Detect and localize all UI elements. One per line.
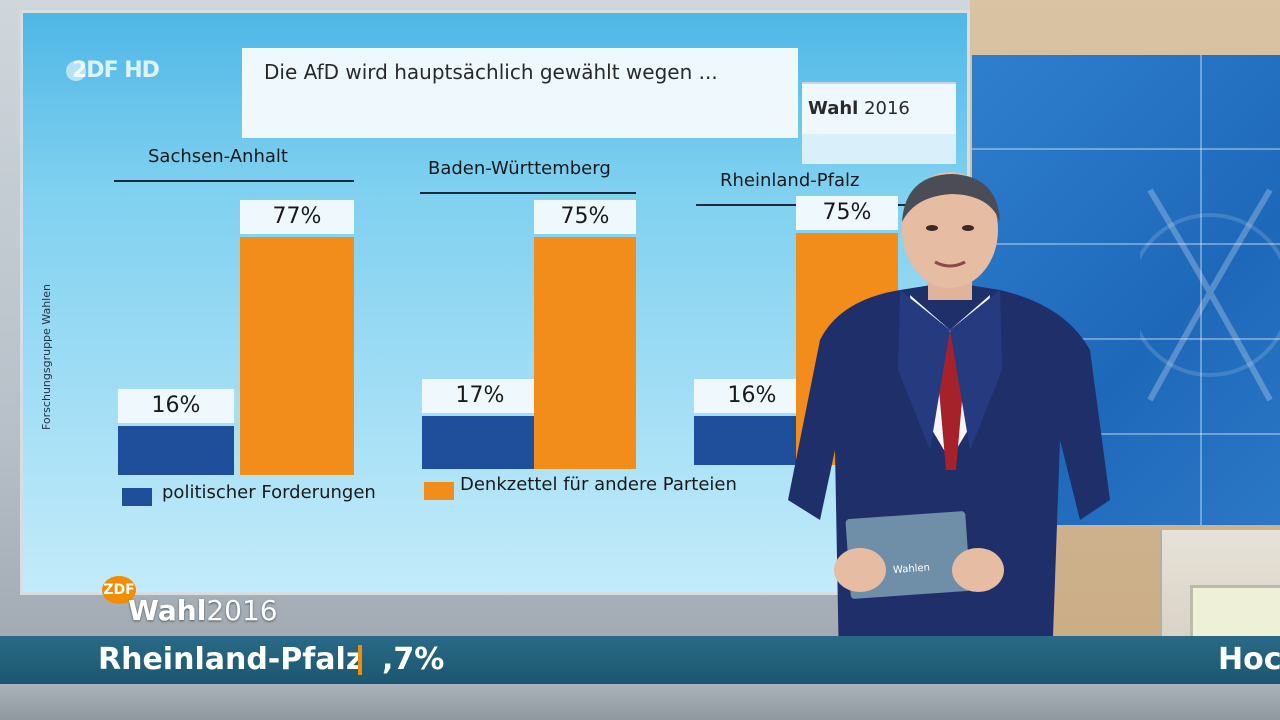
ticker-next: Hoc [1218, 642, 1280, 677]
studio-floor [0, 684, 1280, 720]
data-label: 16% [694, 378, 810, 413]
region-label: Baden-Württemberg [428, 158, 611, 179]
legend-label: politischer Forderungen [162, 482, 376, 503]
badge-year: 2016 [864, 98, 910, 119]
election-badge: Wahl 2016 [808, 98, 910, 119]
data-label: 17% [422, 379, 538, 414]
legend-swatch [122, 488, 152, 506]
badge-box-lower [802, 134, 956, 164]
legend-swatch [424, 482, 454, 500]
lower-third-year: 2016 [206, 594, 278, 627]
bar [118, 425, 234, 475]
channel-logo-text: 2DF HD [72, 58, 160, 83]
ballot-cross-icon [1140, 188, 1280, 402]
ticker-value: ,7% [382, 642, 445, 677]
badge-label: Wahl [808, 98, 859, 119]
bar [694, 415, 810, 465]
ticker-region: Rheinland-Pfalz [98, 642, 364, 677]
region-label: Rheinland-Pfalz [720, 170, 860, 191]
news-ticker [0, 636, 1280, 684]
chart-source: Forschungsgruppe Wahlen [40, 284, 53, 430]
region-underline [420, 192, 636, 194]
chart-title: Die AfD wird hauptsächlich gewählt wegen… [264, 60, 718, 84]
data-label: 16% [118, 388, 234, 423]
bar [240, 237, 354, 475]
lower-third-title: Wahl2016 [128, 594, 278, 627]
legend-label: Denkzettel für andere Parteien [460, 474, 737, 495]
zdf-logo-badge: ZDF [102, 576, 136, 604]
region-underline [114, 180, 354, 182]
channel-logo: 2DF HD [66, 58, 160, 83]
bar [534, 237, 636, 469]
data-label: 77% [240, 200, 354, 234]
lower-third-label: Wahl [128, 594, 207, 627]
chart-title-box [242, 48, 798, 138]
svg-text:Wahlen: Wahlen [893, 563, 931, 577]
presenter: Wahlen [788, 172, 1110, 720]
data-label: 75% [796, 196, 898, 231]
zdf-circle-icon [66, 61, 86, 81]
badge-box [802, 82, 956, 136]
bar [422, 416, 538, 469]
data-label: 75% [534, 200, 636, 235]
ticker-separator [358, 645, 362, 675]
region-label: Sachsen-Anhalt [148, 146, 288, 167]
